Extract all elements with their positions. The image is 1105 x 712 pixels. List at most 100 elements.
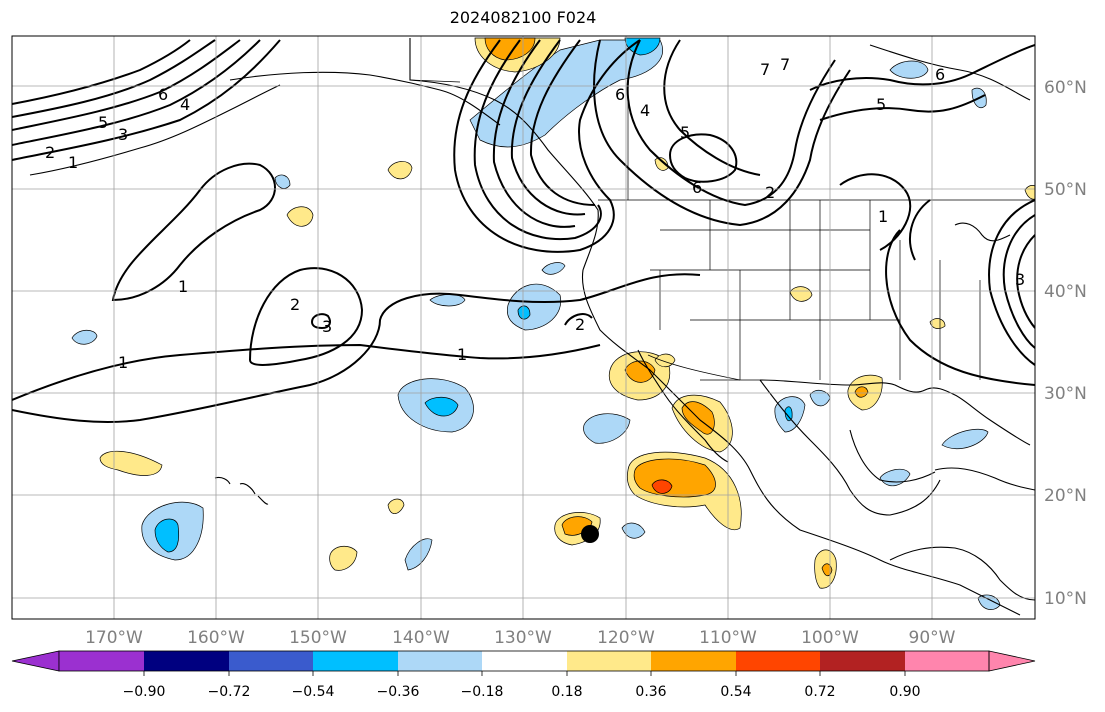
colorbar-extend-right bbox=[988, 650, 1036, 672]
lon-tick-label: 110°W bbox=[699, 628, 757, 648]
colorbar-segment bbox=[820, 651, 905, 671]
contour-label: 2 bbox=[45, 143, 55, 162]
coastline-west-america bbox=[409, 38, 1021, 616]
colorbar-segment bbox=[144, 651, 229, 671]
shade-blue-north-core bbox=[624, 37, 661, 56]
coastline-alaska bbox=[229, 71, 501, 126]
lon-tick-label: 150°W bbox=[289, 628, 347, 648]
colorbar-tick-label: 0.90 bbox=[889, 684, 920, 700]
latitude-axis: 60°N 50°N 40°N 30°N 20°N 10°N bbox=[1044, 78, 1087, 609]
contour-label: 4 bbox=[640, 101, 650, 120]
colorbar-tick-label: −0.72 bbox=[208, 684, 251, 700]
contour-labels: 6 4 5 3 2 1 1 1 2 3 1 6 4 5 6 2 7 7 6 5 … bbox=[45, 55, 1025, 372]
lon-tick-label: 160°W bbox=[187, 628, 245, 648]
coastline-aleutians bbox=[29, 84, 281, 176]
colorbar-tick-label: 0.72 bbox=[804, 684, 835, 700]
contour-label: 6 bbox=[692, 178, 702, 197]
shade-blue-gulf-alaska bbox=[469, 39, 663, 148]
contour-label: 3 bbox=[1015, 270, 1025, 289]
contour-label: 6 bbox=[935, 65, 945, 84]
contour-label: 7 bbox=[760, 60, 770, 79]
shade-blue-gulf-core bbox=[784, 406, 793, 422]
shade-orange-6 bbox=[821, 563, 833, 577]
lat-tick-label: 10°N bbox=[1044, 589, 1087, 609]
contour-label: 1 bbox=[68, 153, 78, 172]
contour-label: 1 bbox=[178, 277, 188, 296]
shade-yellow-2 bbox=[286, 206, 314, 227]
shade-yellow-baja-2 bbox=[654, 353, 676, 368]
colorbar-tick-label: −0.54 bbox=[292, 684, 335, 700]
shade-yellow-3 bbox=[99, 450, 163, 476]
contour-label: 4 bbox=[180, 95, 190, 114]
coastline-gulf bbox=[759, 379, 1031, 446]
lon-tick-label: 130°W bbox=[494, 628, 552, 648]
shade-blue-7 bbox=[583, 413, 631, 444]
lat-tick-label: 50°N bbox=[1044, 180, 1087, 200]
lon-tick-label: 170°W bbox=[85, 628, 143, 648]
shade-yellow-8 bbox=[929, 318, 946, 329]
coastline-hawaii bbox=[214, 476, 269, 505]
contour-label: 5 bbox=[680, 123, 690, 142]
lon-tick-label: 140°W bbox=[392, 628, 450, 648]
colorbar-outline bbox=[58, 650, 990, 672]
shaded-anomalies bbox=[71, 37, 1035, 610]
contour-1-central bbox=[839, 173, 912, 251]
colorbar-tick-label: −0.90 bbox=[123, 684, 166, 700]
coastline-lakes bbox=[954, 222, 1011, 242]
colorbar: −0.90 −0.72 −0.54 −0.36 −0.18 0.18 0.36 … bbox=[11, 650, 1036, 700]
colorbar-tick-label: −0.18 bbox=[461, 684, 504, 700]
colorbar-segment bbox=[229, 651, 313, 671]
colorbar-segment bbox=[651, 651, 736, 671]
longitude-axis: 170°W 160°W 150°W 140°W 130°W 120°W 110°… bbox=[85, 628, 956, 648]
shade-blue-4 bbox=[541, 262, 566, 275]
coastline-baja bbox=[637, 349, 729, 463]
coastlines bbox=[29, 38, 1035, 616]
gridlines bbox=[12, 36, 1035, 619]
contour-label: 6 bbox=[158, 85, 168, 104]
colorbar-tick-label: 0.36 bbox=[635, 684, 666, 700]
contour-2 bbox=[248, 267, 364, 366]
contour-label: 7 bbox=[780, 55, 790, 74]
contour-label: 3 bbox=[322, 317, 332, 336]
shade-yellow-lake bbox=[654, 157, 669, 171]
shade-yellow-4 bbox=[329, 546, 358, 571]
colorbar-tick-label: −0.36 bbox=[377, 684, 420, 700]
colorbar-segment bbox=[736, 651, 820, 671]
shade-orange-mexico bbox=[633, 458, 716, 498]
colorbar-segment bbox=[59, 651, 144, 671]
shade-yellow-5 bbox=[387, 498, 405, 514]
lat-tick-label: 40°N bbox=[1044, 282, 1087, 302]
map-frame bbox=[11, 35, 1036, 620]
political-borders bbox=[409, 79, 1035, 381]
colorbar-segment bbox=[567, 651, 651, 671]
lon-tick-label: 100°W bbox=[801, 628, 859, 648]
coastline-mexico-gulf bbox=[759, 379, 941, 516]
shade-blue-small-1 bbox=[274, 174, 291, 189]
contour-label: 6 bbox=[615, 85, 625, 104]
shade-yellow-7 bbox=[789, 286, 813, 302]
coastline-central-america bbox=[889, 546, 1035, 601]
contour-label: 3 bbox=[118, 125, 128, 144]
contour-label: 5 bbox=[876, 95, 886, 114]
contour-label: 2 bbox=[575, 315, 585, 334]
colorbar-extend-left bbox=[11, 650, 60, 672]
shade-blue-9-core bbox=[154, 518, 180, 553]
colorbar-tick-label: 0.18 bbox=[551, 684, 582, 700]
shade-blue-5 bbox=[71, 329, 98, 345]
shade-blue-10 bbox=[404, 538, 433, 571]
lon-tick-label: 120°W bbox=[597, 628, 655, 648]
shade-blue-2-core bbox=[517, 305, 531, 320]
shade-orange-baja-n bbox=[624, 360, 656, 383]
contour-label: 1 bbox=[118, 353, 128, 372]
contour-2-coast bbox=[564, 313, 593, 326]
shade-blue-8 bbox=[621, 522, 646, 539]
shade-blue-2 bbox=[506, 283, 562, 331]
colorbar-segment bbox=[313, 651, 398, 671]
coastline-cuba bbox=[934, 467, 1035, 491]
lat-tick-label: 20°N bbox=[1044, 486, 1087, 506]
contour-label: 1 bbox=[457, 345, 467, 364]
contour-label: 2 bbox=[290, 295, 300, 314]
lat-tick-label: 60°N bbox=[1044, 78, 1087, 98]
contour-label: 2 bbox=[765, 183, 775, 202]
shade-red-mexico bbox=[651, 479, 673, 494]
